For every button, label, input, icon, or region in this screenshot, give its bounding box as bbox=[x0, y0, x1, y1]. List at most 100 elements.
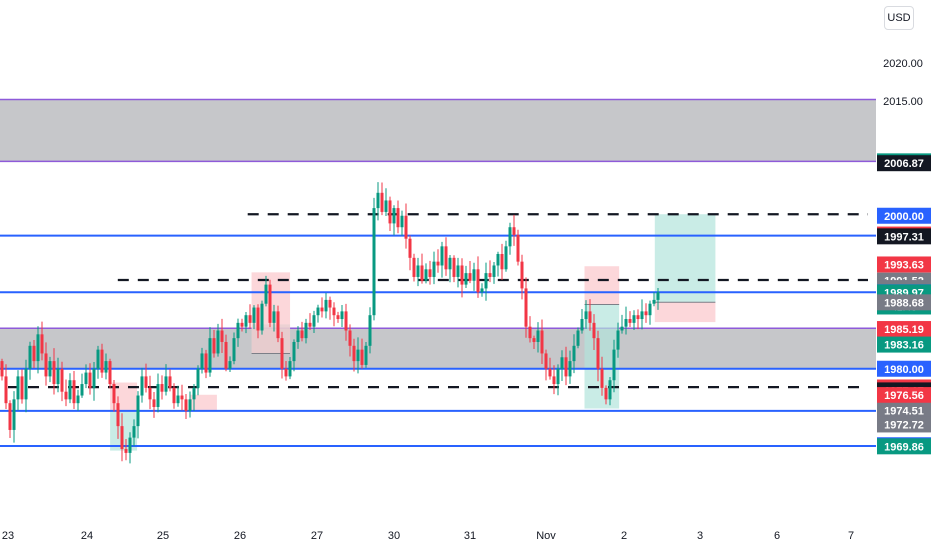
candle bbox=[500, 243, 504, 280]
candle bbox=[564, 346, 568, 386]
candle bbox=[96, 345, 100, 379]
candle-body bbox=[468, 273, 472, 281]
candle-body bbox=[632, 315, 636, 323]
candle-body bbox=[588, 311, 592, 323]
candle bbox=[140, 367, 144, 403]
candle bbox=[344, 303, 348, 341]
candle-body bbox=[544, 353, 548, 369]
candle-body bbox=[360, 349, 364, 365]
candle-body bbox=[184, 399, 188, 411]
candle bbox=[196, 365, 200, 396]
candle-body bbox=[548, 368, 552, 377]
candle bbox=[460, 258, 464, 298]
candle bbox=[388, 196, 392, 232]
candle-body bbox=[452, 257, 456, 277]
candle-body bbox=[312, 315, 316, 327]
candle-body bbox=[604, 387, 608, 400]
candle bbox=[452, 255, 456, 283]
candle bbox=[132, 419, 136, 447]
price-label-text: 1997.31 bbox=[884, 231, 924, 243]
candle-body bbox=[480, 288, 484, 293]
candle bbox=[584, 300, 588, 329]
candle-body bbox=[4, 376, 8, 404]
price-label-bg bbox=[877, 438, 931, 455]
candle bbox=[448, 255, 452, 283]
candle bbox=[276, 305, 280, 343]
price-label-bg bbox=[877, 360, 931, 377]
candle bbox=[316, 304, 320, 323]
candle-body bbox=[644, 311, 648, 316]
price-label: 1983.16 bbox=[877, 336, 931, 353]
candle-body bbox=[172, 387, 176, 404]
candle-body bbox=[228, 361, 232, 369]
candle bbox=[604, 385, 608, 405]
candle-body bbox=[368, 315, 372, 346]
candle-body bbox=[496, 254, 500, 266]
candle bbox=[612, 339, 616, 393]
candle-body bbox=[124, 449, 128, 453]
candle bbox=[228, 356, 232, 372]
candle bbox=[112, 380, 116, 412]
x-tick-label: 24 bbox=[81, 530, 93, 542]
candle-body bbox=[524, 288, 528, 327]
candle bbox=[548, 357, 552, 380]
candle-body bbox=[284, 368, 288, 377]
candle bbox=[20, 369, 24, 404]
candle-body bbox=[396, 208, 400, 228]
candle-body bbox=[356, 349, 360, 362]
candle bbox=[244, 312, 248, 334]
candle-body bbox=[580, 319, 584, 331]
candle-body bbox=[216, 330, 220, 354]
candle-body bbox=[52, 361, 56, 385]
candle bbox=[648, 300, 652, 325]
candle bbox=[412, 253, 416, 282]
candle bbox=[580, 308, 584, 334]
candle-body bbox=[72, 380, 76, 404]
candle-body bbox=[380, 192, 384, 212]
currency-selector-button[interactable]: USD bbox=[884, 6, 914, 30]
x-tick-label: 31 bbox=[464, 530, 476, 542]
plot-area bbox=[0, 98, 876, 464]
candle bbox=[484, 262, 488, 301]
candle-body bbox=[304, 322, 308, 339]
price-label: 1969.86 bbox=[877, 438, 931, 455]
x-tick-label: 6 bbox=[774, 530, 780, 542]
candle bbox=[272, 304, 276, 332]
candle bbox=[636, 309, 640, 330]
candle-body bbox=[384, 200, 388, 212]
candle-body bbox=[20, 376, 24, 400]
candle bbox=[256, 304, 260, 339]
price-label-bg bbox=[877, 321, 931, 338]
candle-body bbox=[308, 322, 312, 327]
candle-body bbox=[572, 345, 576, 362]
candle bbox=[308, 313, 312, 330]
candle-body bbox=[136, 395, 140, 427]
candle bbox=[380, 182, 384, 216]
price-label: 2000.00 bbox=[877, 207, 931, 224]
candle-body bbox=[16, 376, 20, 400]
price-label-text: 1974.51 bbox=[884, 406, 924, 418]
candle bbox=[464, 265, 468, 289]
price-label-text: 1972.72 bbox=[884, 419, 924, 431]
candle bbox=[84, 364, 88, 389]
candle-body bbox=[512, 227, 516, 235]
candle-body bbox=[68, 380, 72, 400]
candle bbox=[36, 326, 40, 374]
candle-body bbox=[536, 330, 540, 342]
candle-body bbox=[528, 326, 532, 339]
candle bbox=[644, 303, 648, 323]
candle bbox=[328, 296, 332, 320]
candle bbox=[252, 305, 256, 330]
candle bbox=[192, 384, 196, 411]
x-tick-label: 25 bbox=[157, 530, 169, 542]
candle bbox=[392, 205, 396, 236]
candle bbox=[416, 257, 420, 287]
candle-body bbox=[624, 319, 628, 327]
candle bbox=[28, 341, 32, 380]
candle bbox=[128, 432, 132, 464]
price-label-text: 1969.86 bbox=[884, 441, 924, 453]
price-label-text: 1988.68 bbox=[884, 297, 924, 309]
candle bbox=[120, 413, 124, 462]
